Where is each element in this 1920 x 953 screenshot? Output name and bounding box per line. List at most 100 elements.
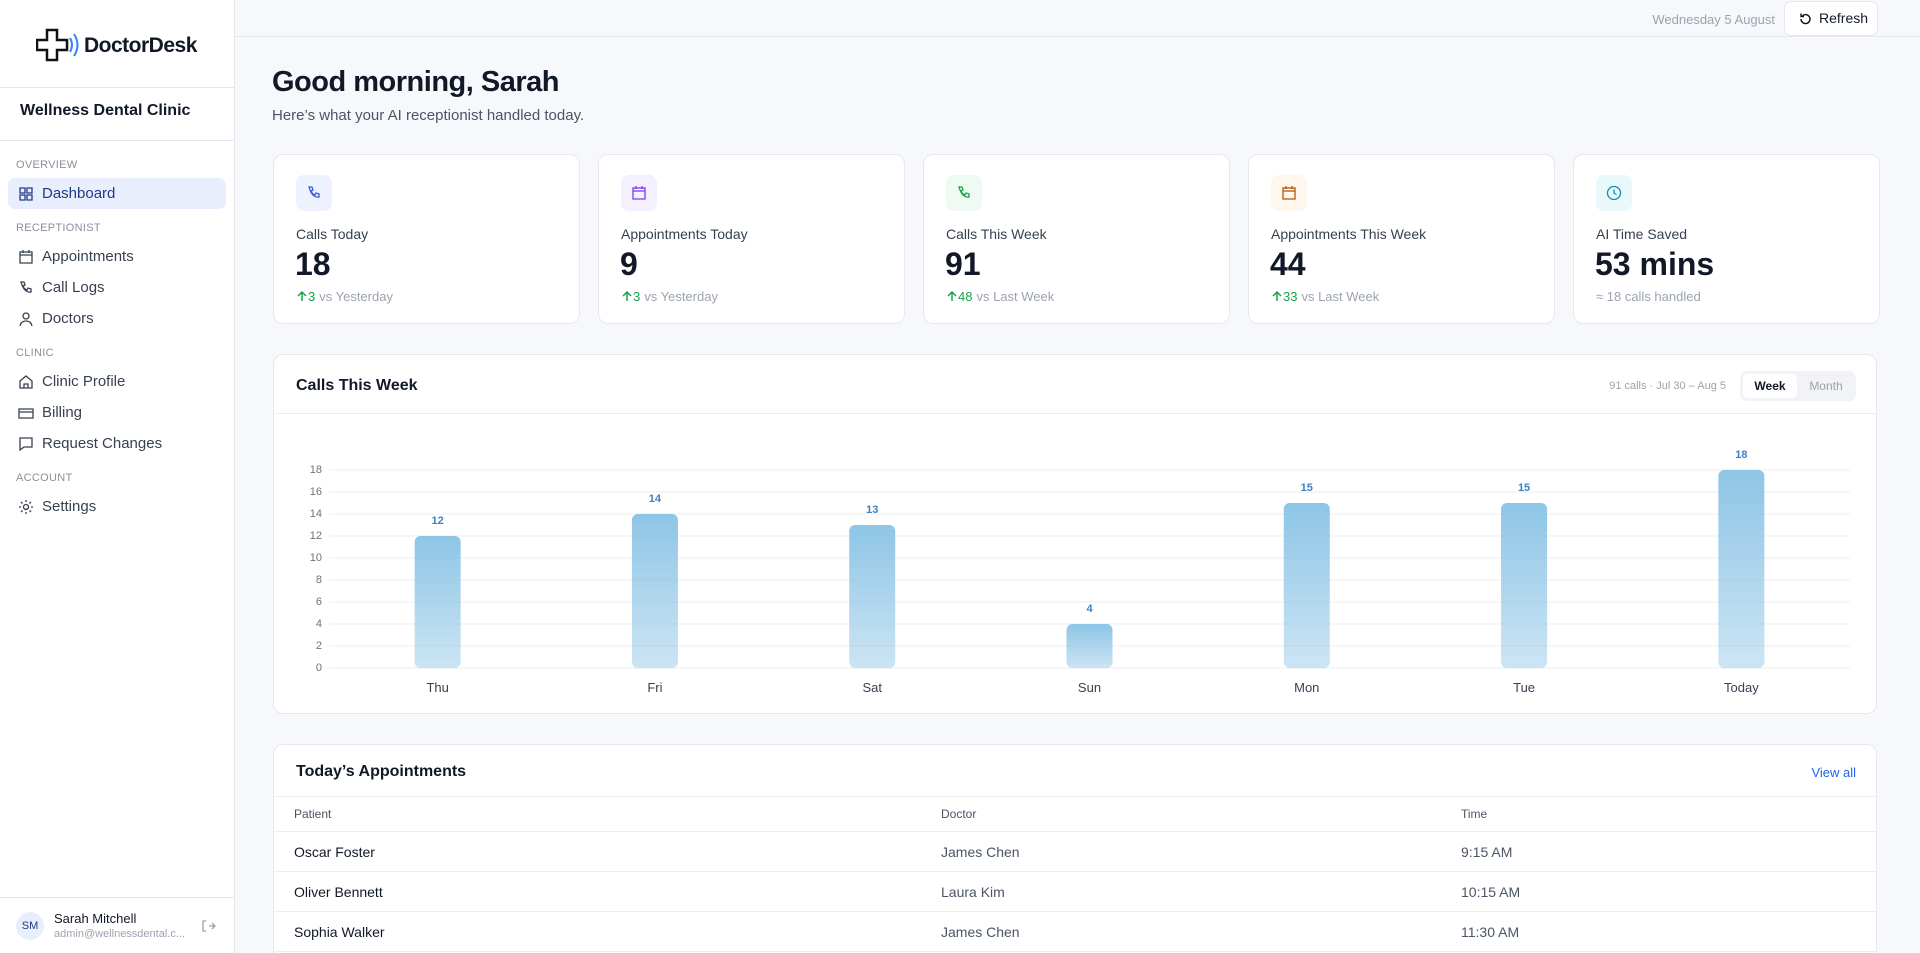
bar-label: 12 [432, 515, 444, 527]
x-tick-label: Sun [1078, 680, 1101, 695]
stat-card: AI Time Saved 53 mins ≈ 18 calls handled [1573, 154, 1880, 324]
stat-card: Appointments This Week 44 33 vs Last Week [1248, 154, 1555, 324]
cell: 10:15 AM [1461, 883, 1521, 900]
cell: Oliver Bennett [294, 883, 383, 900]
stat-card: Calls Today 18 3 vs Yesterday [273, 154, 580, 324]
appointments-table: Patient Doctor Time Oscar Foster James Chen 9… [274, 796, 1876, 952]
bar [1718, 470, 1765, 668]
toggle-week[interactable]: Week [1743, 374, 1797, 398]
y-tick-label: 0 [316, 662, 322, 674]
bar [1066, 624, 1113, 668]
stat-card: Calls This Week 91 48 vs Last Week [923, 154, 1230, 324]
period-toggle: Week Month [1740, 371, 1856, 401]
nav-item[interactable]: Billing [8, 397, 226, 428]
subtitle: Here’s what your AI receptionist handled… [272, 107, 585, 124]
bar [414, 536, 461, 668]
stat-delta: 3 vs Yesterday [296, 289, 393, 304]
y-tick-label: 16 [310, 486, 322, 498]
y-tick-label: 8 [316, 574, 322, 586]
nav-label[interactable]: Appointments [42, 248, 134, 265]
stat-value: 53 mins [1595, 246, 1715, 282]
appointment-row[interactable]: Oscar Foster James Chen 9:15 AM [274, 832, 1876, 872]
x-tick-label: Today [1724, 680, 1759, 695]
stat-delta: 33 vs Last Week [1271, 289, 1379, 304]
stat-icon [946, 175, 982, 211]
appointment-row[interactable]: Sophia Walker James Chen 11:30 AM [274, 912, 1876, 952]
delta-value: 48 [958, 289, 973, 304]
cell: James Chen [941, 843, 1020, 860]
cell: 11:30 AM [1461, 923, 1520, 940]
stat-delta: ≈ 18 calls handled [1596, 289, 1701, 304]
topbar: Wednesday 5 August Refresh [235, 0, 1920, 37]
stat-value: 9 [620, 246, 638, 282]
y-tick-label: 18 [310, 464, 322, 476]
y-tick-label: 6 [316, 596, 322, 608]
delta-note: ≈ 18 calls handled [1596, 289, 1701, 304]
bar-label: 14 [649, 493, 662, 505]
nav-item[interactable]: Doctors [8, 303, 226, 334]
appointment-row[interactable]: Oliver Bennett Laura Kim 10:15 AM [274, 872, 1876, 912]
nav-label[interactable]: Billing [42, 404, 83, 421]
stat-icon [621, 175, 657, 211]
bar-label: 15 [1518, 482, 1530, 494]
chart-card: Calls This Week 91 calls · Jul 30 – Aug … [273, 354, 1877, 714]
bar [631, 514, 678, 668]
nav-item[interactable]: Appointments [8, 241, 226, 272]
sidebar: DoctorDesk Wellness Dental Clinic OVERVI… [0, 0, 235, 953]
nav-label[interactable]: Clinic Profile [42, 373, 126, 390]
y-tick-label: 2 [316, 640, 322, 652]
delta-note: vs Yesterday [644, 289, 718, 304]
nav-item[interactable]: Dashboard [8, 178, 226, 209]
stat-icon [296, 175, 332, 211]
refresh-label[interactable]: Refresh [1819, 10, 1869, 26]
header-row: Patient Doctor Time [274, 796, 1876, 832]
date: Wednesday 5 August [1652, 12, 1775, 27]
stat-delta: 48 vs Last Week [946, 289, 1054, 304]
cell: Laura Kim [941, 883, 1005, 900]
view-all[interactable]: View all [1811, 765, 1856, 780]
nav-label[interactable]: Call Logs [42, 279, 105, 296]
nav-item[interactable]: Request Changes [8, 428, 226, 459]
x-tick-label: Sat [862, 680, 882, 695]
stat-label: Appointments This Week [1271, 226, 1427, 242]
toggle-month[interactable]: Month [1809, 379, 1843, 393]
nav-label[interactable]: Settings [42, 498, 97, 515]
x-tick-label: Mon [1294, 680, 1319, 695]
y-tick-label: 4 [316, 618, 322, 630]
chart-summary: 91 calls · Jul 30 – Aug 5 [1609, 380, 1726, 392]
cell: James Chen [941, 923, 1020, 940]
nav-section: ACCOUNT [16, 472, 73, 484]
x-tick-label: Tue [1513, 680, 1535, 695]
bar-label: 13 [866, 504, 878, 516]
column-header: Patient [294, 807, 332, 821]
nav-section: CLINIC [16, 347, 54, 359]
nav-label[interactable]: Dashboard [42, 185, 116, 202]
nav-item[interactable]: Call Logs [8, 272, 226, 303]
logout-icon[interactable] [200, 918, 216, 934]
nav-label[interactable]: Doctors [42, 310, 94, 327]
x-tick-label: Thu [426, 680, 448, 695]
delta-value: 3 [633, 289, 641, 304]
y-tick-label: 10 [310, 552, 322, 564]
bar-label: 15 [1301, 482, 1313, 494]
stat-value: 44 [1270, 246, 1306, 282]
delta-note: vs Last Week [1301, 289, 1380, 304]
logo [36, 28, 79, 62]
appointments-card: Today’s Appointments View all Patient Doc… [273, 744, 1877, 953]
brand: DoctorDesk [84, 34, 197, 57]
nav-label[interactable]: Request Changes [42, 435, 163, 452]
cell: Oscar Foster [294, 843, 375, 860]
delta-note: vs Yesterday [319, 289, 393, 304]
avatar: SM [16, 912, 44, 940]
refresh-button[interactable]: Refresh [1784, 1, 1878, 36]
stat-delta: 3 vs Yesterday [621, 289, 718, 304]
cell: 9:15 AM [1461, 843, 1513, 860]
greeting: Good morning, Sarah [272, 66, 559, 98]
delta-value: 33 [1283, 289, 1298, 304]
nav-item[interactable]: Settings [8, 491, 226, 522]
nav-item[interactable]: Clinic Profile [8, 366, 226, 397]
user-email: admin@wellnessdental.c... [54, 928, 186, 940]
nav-section: OVERVIEW [16, 159, 78, 171]
appointments-title: Today’s Appointments [296, 763, 467, 780]
stat-label: AI Time Saved [1596, 226, 1688, 242]
